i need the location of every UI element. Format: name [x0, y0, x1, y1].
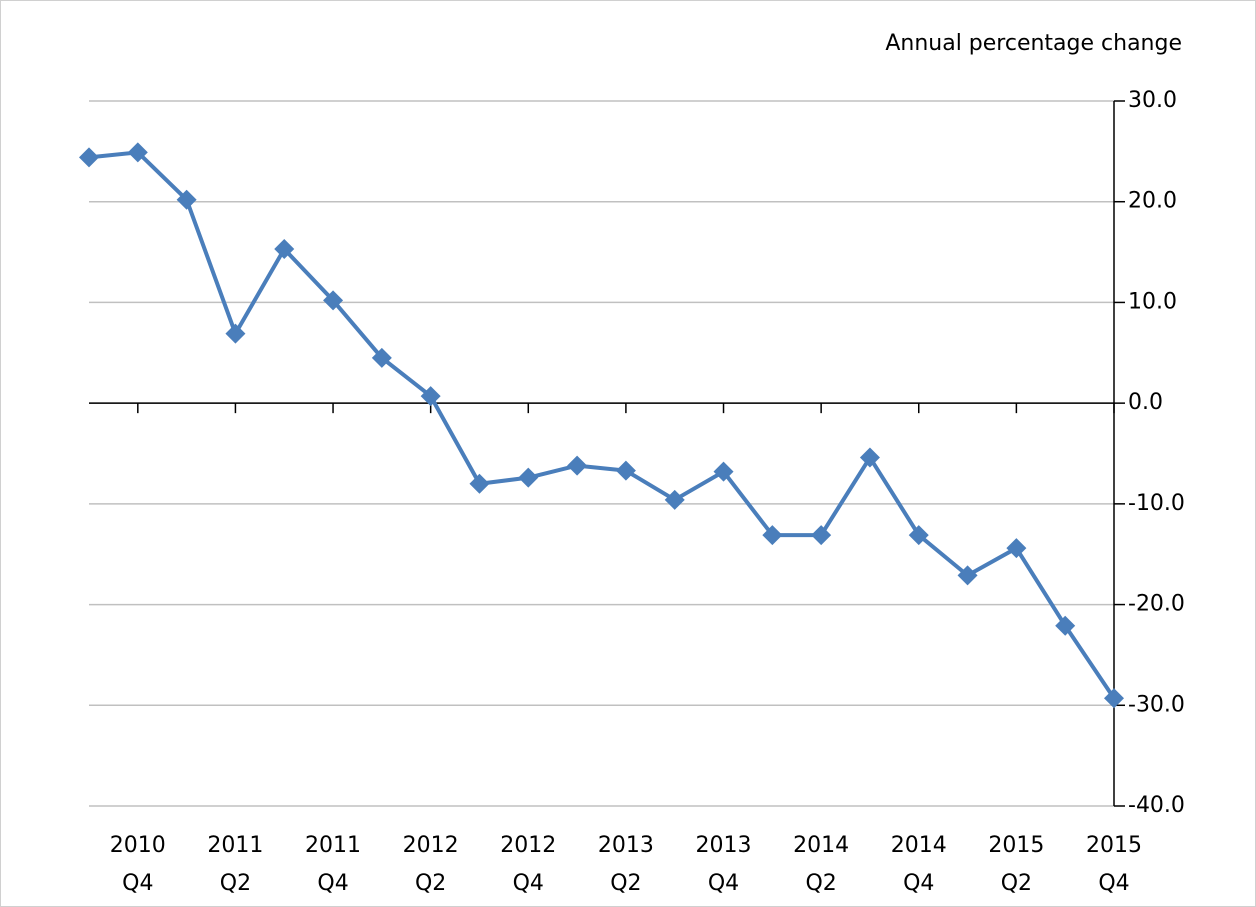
data-point [908, 525, 929, 546]
x-tick-label: 2014 Q4 [890, 833, 947, 896]
data-point [762, 525, 783, 546]
data-point [713, 461, 734, 482]
data-point [176, 189, 197, 210]
data-point [469, 473, 490, 494]
data-point [274, 239, 295, 260]
data-point [225, 323, 246, 344]
data-point [615, 460, 636, 481]
data-point [859, 447, 880, 468]
x-tick-label: 2015 Q4 [1086, 833, 1142, 896]
data-point [1006, 538, 1027, 559]
data-point [664, 489, 685, 510]
x-tick-label: 2011 Q2 [207, 833, 264, 896]
data-point [1055, 615, 1076, 636]
data-point [79, 147, 99, 168]
y-tick-label: -20.0 [1128, 592, 1185, 617]
y-tick-label: -30.0 [1128, 692, 1185, 717]
data-point [420, 386, 441, 407]
data-point [323, 290, 344, 311]
x-tick-label: 2011 Q4 [305, 833, 362, 896]
x-tick-label: 2014 Q2 [793, 833, 850, 896]
x-tick-label: 2012 Q4 [500, 833, 557, 896]
data-point [567, 455, 588, 476]
data-point [811, 525, 832, 546]
y-tick-label: 0.0 [1128, 390, 1163, 415]
y-tick-label: 30.0 [1128, 88, 1177, 113]
series-line [88, 150, 1116, 700]
x-tick-label: 2010 Q4 [109, 833, 166, 896]
data-point [127, 142, 148, 163]
data-point [371, 347, 392, 368]
data-point [518, 467, 539, 488]
y-tick-label: 10.0 [1128, 289, 1177, 314]
y-tick-label: -10.0 [1128, 491, 1185, 516]
axis-title: Annual percentage change [885, 31, 1182, 56]
x-tick-label: 2015 Q2 [988, 833, 1045, 896]
y-tick-label: 20.0 [1128, 189, 1177, 214]
data-point [957, 565, 978, 586]
data-point [1104, 688, 1124, 709]
x-tick-label: 2012 Q2 [402, 833, 459, 896]
y-tick-label: -40.0 [1128, 793, 1185, 818]
x-tick-label: 2013 Q2 [597, 833, 654, 896]
x-tick-label: 2013 Q4 [695, 833, 752, 896]
